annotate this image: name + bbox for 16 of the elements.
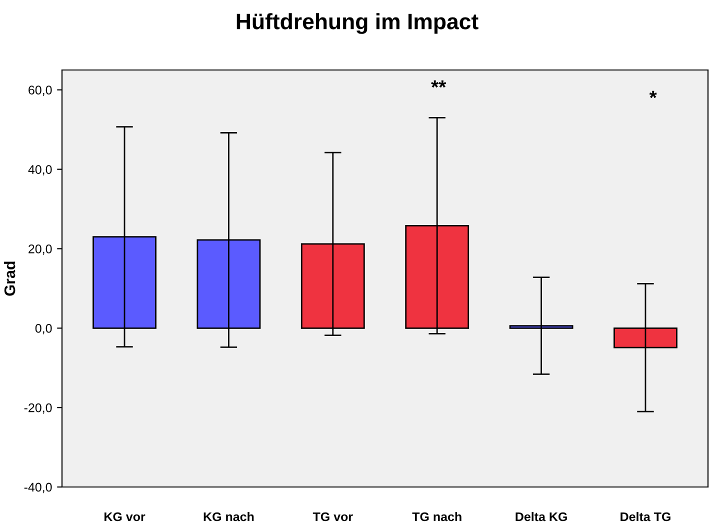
annotation: * bbox=[649, 90, 657, 98]
x-tick-label: Delta KG bbox=[516, 512, 567, 522]
y-tick-label: 20,0 bbox=[28, 244, 52, 255]
annotation: ** bbox=[431, 80, 446, 88]
x-tick-label: KG nach bbox=[204, 512, 254, 522]
x-tick-label: TG nach bbox=[412, 512, 462, 522]
y-tick-label: -40,0 bbox=[24, 482, 52, 494]
x-tick-label: TG vor bbox=[312, 512, 353, 522]
y-tick-label: 60,0 bbox=[28, 86, 52, 96]
x-tick-label: Delta TG bbox=[620, 512, 670, 522]
y-tick-label: 0,0 bbox=[35, 324, 52, 334]
y-axis-title: Grad bbox=[4, 262, 16, 296]
chart-title: Hüftdrehung im Impact bbox=[236, 13, 478, 34]
y-tick-label: 40,0 bbox=[28, 165, 52, 176]
y-tick-label: -20,0 bbox=[24, 403, 52, 414]
x-tick-label: KG vor bbox=[104, 512, 146, 522]
